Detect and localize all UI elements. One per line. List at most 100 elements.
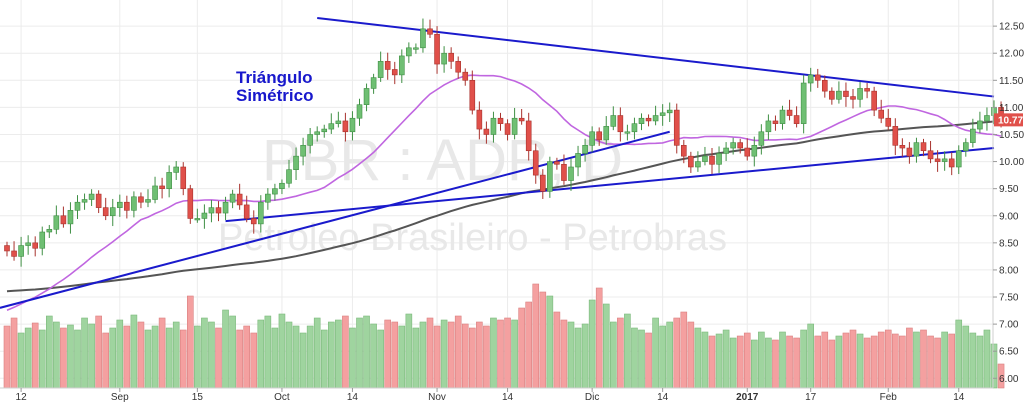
volume-bar-128 [906, 327, 913, 389]
candle-body-86 [610, 115, 617, 127]
candle-43 [307, 127, 313, 154]
candle-65 [462, 68, 469, 86]
candle-body-90 [638, 117, 645, 124]
upper-trendline [317, 17, 995, 98]
volume-bar-33 [236, 329, 243, 389]
candle-body-15 [109, 207, 116, 217]
candle-2 [18, 236, 24, 267]
volume-bar-94 [666, 321, 674, 389]
candle-body-71 [504, 123, 511, 135]
last-price-box [994, 113, 1023, 127]
candle-47 [335, 111, 342, 128]
candle-body-37 [265, 193, 271, 203]
candle-116 [821, 75, 828, 98]
candle-22 [159, 177, 165, 199]
candle-34 [243, 195, 250, 223]
time-axis: 12 Sep 15 Oct 14 Nov 14 Dic 14 2017 17 Feb 14 [0, 387, 993, 403]
candle-64 [455, 56, 462, 79]
volume-bar-16 [116, 319, 124, 389]
candle-44 [314, 126, 321, 142]
candle-body-89 [631, 123, 638, 133]
volume-bar-73 [518, 307, 525, 389]
volume-bar-13 [95, 315, 102, 389]
candle-body-30 [215, 207, 222, 214]
volume-bar-110 [779, 331, 786, 389]
volume-bar-104 [736, 335, 744, 389]
candle-body-53 [377, 61, 384, 78]
volume-bar-130 [920, 329, 927, 389]
volume-bar-11 [81, 317, 88, 389]
volume-bar-31 [222, 309, 229, 389]
candle-body-108 [765, 120, 772, 133]
candle-73 [518, 109, 525, 125]
volume-bar-10 [74, 329, 81, 389]
candle-body-56 [398, 55, 405, 76]
candle-95 [673, 103, 680, 154]
candle-body-68 [483, 128, 490, 135]
candle-body-5 [39, 231, 46, 249]
price-tick-label-1: 6.50 [999, 347, 1019, 358]
candle-body-49 [349, 117, 356, 133]
volume-bar-69 [490, 317, 497, 389]
candle-body-63 [448, 52, 454, 62]
volume-bar-121 [856, 333, 864, 389]
candle-body-23 [166, 172, 172, 189]
candle-body-8 [60, 215, 67, 225]
candle-body-94 [666, 109, 673, 114]
volume-bar-27 [194, 325, 201, 389]
candle-17 [124, 195, 130, 219]
volume-bar-116 [821, 331, 829, 389]
candle-body-25 [180, 166, 187, 189]
candle-body-38 [272, 188, 278, 195]
candle-body-10 [74, 201, 81, 211]
candle-body-22 [159, 185, 165, 189]
volume-bar-119 [842, 332, 850, 389]
candle-body-128 [906, 147, 913, 157]
volume-bar-98 [694, 327, 702, 389]
candle-body-127 [899, 145, 906, 149]
volume-bar-67 [476, 321, 483, 389]
candle-122 [864, 83, 870, 99]
volume-bar-71 [504, 317, 511, 389]
candle-50 [356, 98, 363, 126]
candle-137 [970, 118, 976, 148]
volume-bar-18 [130, 314, 138, 389]
volume-bar-35 [250, 332, 258, 389]
candle-body-82 [582, 145, 588, 154]
volume-bar-108 [765, 337, 772, 389]
volume-bar-56 [398, 325, 406, 389]
volume-bar-47 [335, 319, 342, 389]
volume-bar-126 [891, 333, 899, 389]
candle-body-2 [18, 245, 24, 257]
volume-bar-102 [722, 329, 730, 389]
volume-bar-139 [983, 329, 991, 389]
candle-130 [920, 138, 927, 157]
candle-101 [716, 146, 722, 173]
candle-36 [257, 195, 264, 233]
time-tick-label-5: Nov [428, 392, 446, 403]
candle-38 [272, 183, 278, 201]
candle-41 [293, 147, 299, 180]
candle-123 [871, 86, 877, 117]
volume-bar-23 [165, 327, 173, 389]
lower-trendline [225, 147, 995, 223]
volume-bar-6 [45, 315, 53, 389]
candle-body-34 [243, 204, 250, 219]
candle-5 [39, 226, 46, 256]
candle-131 [927, 140, 934, 164]
volume-bar-65 [461, 323, 469, 389]
volume-bar-50 [356, 317, 363, 389]
candle-124 [878, 99, 885, 124]
candle-14 [102, 197, 109, 221]
volume-bar-64 [454, 315, 462, 389]
candle-139 [984, 107, 990, 131]
candle-77 [547, 156, 553, 198]
candle-body-50 [356, 104, 363, 119]
candle-100 [709, 148, 715, 175]
volume-bar-113 [800, 329, 807, 389]
price-tick-label-11: 11.50 [999, 76, 1024, 87]
volume-bar-106 [750, 339, 758, 389]
candle-9 [67, 202, 74, 234]
volume-bar-8 [60, 327, 67, 389]
volume-bar-48 [342, 315, 349, 389]
